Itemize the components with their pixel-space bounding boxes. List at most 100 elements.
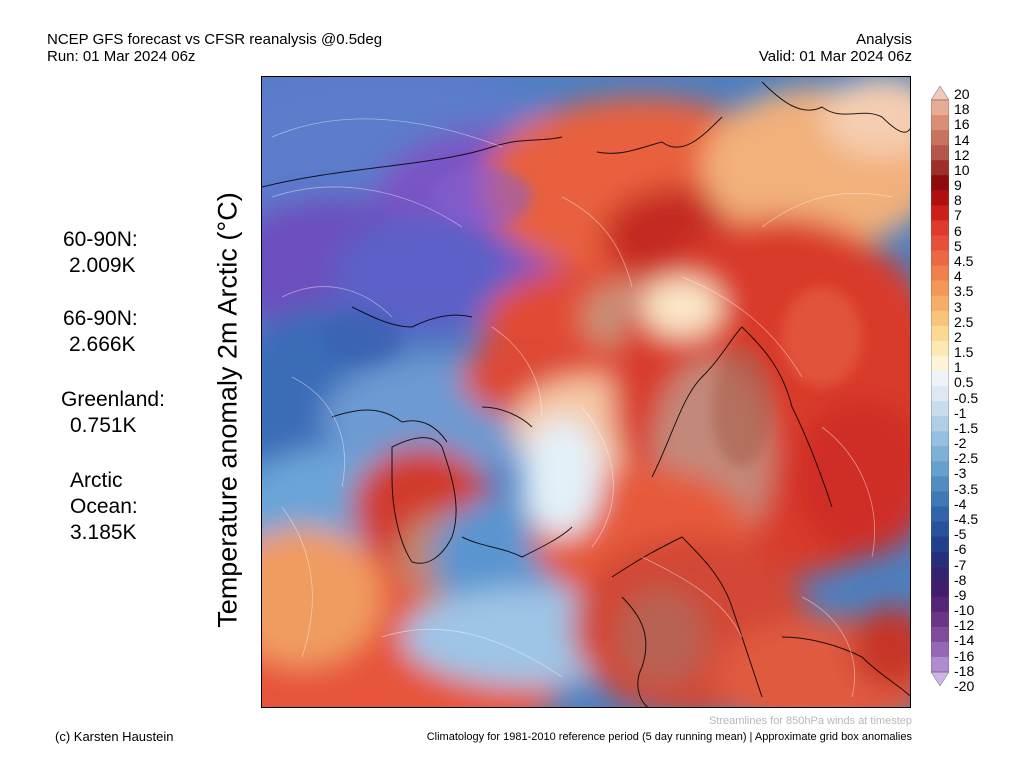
valid-time: Valid: 01 Mar 2024 06z xyxy=(758,48,912,65)
map-image xyxy=(262,77,910,707)
colorbar-cell xyxy=(931,566,949,582)
colorbar-label: -10 xyxy=(954,602,975,619)
colorbar-label: -4 xyxy=(954,495,967,512)
colorbar-label: -3.5 xyxy=(954,480,979,497)
run-time: Run: 01 Mar 2024 06z xyxy=(47,48,196,65)
header-right: Analysis Valid: 01 Mar 2024 06z xyxy=(759,31,912,65)
colorbar-cell xyxy=(931,491,949,507)
colorbar-label: -14 xyxy=(954,632,975,649)
colorbar-label: -0.5 xyxy=(954,389,979,406)
colorbar-cell xyxy=(931,280,949,296)
stat-label: 66-90N: xyxy=(63,307,138,330)
colorbar-cell xyxy=(931,250,949,266)
colorbar-label: 12 xyxy=(954,146,970,163)
colorbar-label: 0.5 xyxy=(954,374,974,391)
colorbar-label: 10 xyxy=(954,161,970,178)
colorbar-cell xyxy=(931,551,949,567)
stat-arctic-ocean: Arctic Ocean: 3.185K xyxy=(70,468,138,546)
colorbar-cell xyxy=(931,265,949,281)
colorbar-cell xyxy=(931,506,949,522)
colorbar-label: -7 xyxy=(954,556,967,573)
colorbar-label: 8 xyxy=(954,192,962,209)
streamlines-note: Streamlines for 850hPa winds at timestep xyxy=(709,715,912,727)
colorbar-label: 7 xyxy=(954,207,962,224)
colorbar-cell xyxy=(931,611,949,628)
colorbar-label: 2.5 xyxy=(954,313,974,330)
colorbar-cell xyxy=(931,521,949,537)
colorbar-label: 9 xyxy=(954,177,962,194)
colorbar-cell xyxy=(931,295,949,312)
colorbar-label: 2 xyxy=(954,328,962,345)
colorbar-label: -2 xyxy=(954,435,967,452)
colorbar-label: -9 xyxy=(954,586,967,603)
colorbar-label: 18 xyxy=(954,101,970,118)
colorbar-cell xyxy=(931,190,949,206)
stat-label: Greenland: xyxy=(61,388,165,411)
colorbar-top-arrow xyxy=(931,86,949,101)
stat-60-90n: 60-90N: 2.009K xyxy=(63,227,138,279)
colorbar-cell xyxy=(931,130,949,146)
anomaly-map[interactable] xyxy=(261,76,911,708)
colorbar-cell xyxy=(931,461,949,477)
stat-value: 3.185K xyxy=(70,521,137,544)
colorbar-label: -20 xyxy=(954,678,975,694)
colorbar-label: 16 xyxy=(954,116,970,133)
colorbar-cell xyxy=(931,235,949,251)
colorbar-cell xyxy=(931,476,949,492)
credit: (c) Karsten Haustein xyxy=(55,729,174,744)
colorbar-label: -5 xyxy=(954,526,967,543)
colorbar-cell xyxy=(931,310,949,327)
model-title: NCEP GFS forecast vs CFSR reanalysis @0.… xyxy=(47,31,383,48)
colorbar-label: -12 xyxy=(954,617,975,634)
colorbar-cell xyxy=(931,431,949,447)
colorbar-label: -4.5 xyxy=(954,511,979,528)
colorbar-label: 3.5 xyxy=(954,283,974,300)
stat-greenland: Greenland: 0.751K xyxy=(61,387,165,439)
colorbar-label: -1 xyxy=(954,404,967,421)
colorbar-cell xyxy=(931,641,949,658)
stat-label: Ocean: xyxy=(70,495,138,518)
colorbar-label: 3 xyxy=(954,298,962,315)
colorbar xyxy=(931,86,949,686)
colorbar-cell xyxy=(931,100,949,116)
colorbar-cell xyxy=(931,175,949,191)
colorbar-cell xyxy=(931,446,949,462)
colorbar-cell xyxy=(931,656,949,673)
colorbar-label: -6 xyxy=(954,541,967,558)
stat-value: 2.009K xyxy=(69,254,136,277)
colorbar-label: -18 xyxy=(954,662,975,679)
colorbar-cell xyxy=(931,160,949,176)
colorbar-cell xyxy=(931,340,949,357)
stat-label: Arctic xyxy=(70,469,123,492)
colorbar-cell xyxy=(931,401,949,417)
stat-value: 0.751K xyxy=(70,414,137,437)
colorbar-cell xyxy=(931,115,949,131)
colorbar-cell xyxy=(931,370,949,387)
climatology-note: Climatology for 1981-2010 reference peri… xyxy=(426,731,912,743)
colorbar-label: -1.5 xyxy=(954,419,979,436)
colorbar-cell xyxy=(931,145,949,161)
colorbar-cell xyxy=(931,626,949,643)
colorbar-label: 4.5 xyxy=(954,252,974,269)
stat-66-90n: 66-90N: 2.666K xyxy=(63,306,138,358)
y-axis-label: Temperature anomaly 2m Arctic (°C) xyxy=(212,192,243,628)
colorbar-label: 20 xyxy=(954,86,970,102)
colorbar-cell xyxy=(931,386,949,402)
colorbar-cell xyxy=(931,205,949,221)
colorbar-cell xyxy=(931,416,949,432)
colorbar-label: -2.5 xyxy=(954,450,979,467)
colorbar-cell xyxy=(931,220,949,236)
colorbar-label: -8 xyxy=(954,571,967,588)
colorbar-label: -3 xyxy=(954,465,967,482)
colorbar-label: 5 xyxy=(954,237,962,254)
colorbar-cell xyxy=(931,536,949,552)
colorbar-label: 1 xyxy=(954,359,962,376)
colorbar-label: 14 xyxy=(954,131,970,148)
colorbar-cell xyxy=(931,355,949,372)
colorbar-label: 1.5 xyxy=(954,344,974,361)
stat-value: 2.666K xyxy=(69,333,136,356)
colorbar-label: -16 xyxy=(954,647,975,664)
colorbar-cell xyxy=(931,325,949,342)
colorbar-label: 4 xyxy=(954,268,962,285)
colorbar-bottom-arrow xyxy=(931,671,949,686)
